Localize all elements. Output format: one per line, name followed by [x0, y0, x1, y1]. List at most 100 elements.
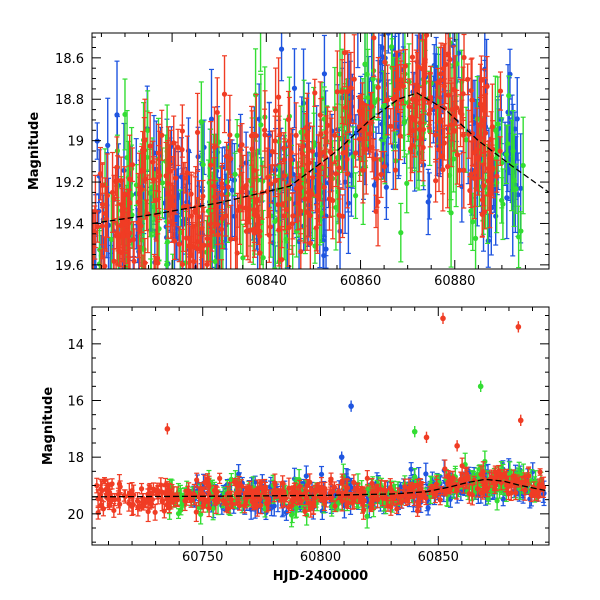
- data-point: [444, 163, 451, 170]
- data-point: [336, 212, 342, 218]
- data-point: [414, 82, 420, 88]
- data-point: [461, 167, 467, 173]
- data-point: [155, 260, 161, 266]
- data-point: [137, 282, 142, 287]
- data-point: [175, 144, 181, 151]
- data-point: [293, 132, 299, 138]
- data-point: [520, 162, 526, 169]
- data-point: [176, 241, 182, 247]
- data-point: [318, 471, 325, 477]
- data-point: [510, 148, 516, 154]
- data-point: [198, 119, 204, 125]
- data-point: [92, 228, 96, 234]
- data-point: [371, 35, 377, 41]
- data-point: [214, 109, 220, 116]
- data-point: [159, 180, 165, 186]
- data-point: [327, 148, 333, 155]
- data-point: [342, 50, 348, 56]
- data-point: [514, 116, 520, 122]
- data-point: [482, 130, 489, 136]
- data-point: [234, 132, 240, 139]
- data-point: [267, 224, 273, 230]
- data-point: [471, 150, 477, 156]
- data-point: [381, 164, 388, 170]
- data-point: [506, 93, 512, 99]
- data-point: [147, 143, 153, 149]
- data-point: [352, 193, 359, 199]
- data-point: [362, 61, 368, 67]
- data-point: [378, 171, 384, 178]
- data-point: [408, 466, 414, 472]
- data-point: [227, 155, 234, 162]
- data-point: [471, 175, 478, 181]
- data-point: [302, 196, 308, 202]
- data-point: [394, 77, 400, 84]
- data-point: [131, 275, 136, 280]
- data-point: [360, 167, 366, 173]
- data-point: [252, 479, 258, 485]
- data-point: [108, 269, 113, 274]
- data-point: [100, 293, 105, 298]
- data-point: [445, 1, 450, 6]
- data-point: [478, 77, 484, 83]
- data-point: [290, 274, 295, 279]
- data-point: [371, 156, 377, 162]
- data-point: [268, 181, 274, 187]
- data-point: [142, 176, 148, 182]
- data-point: [367, 131, 373, 137]
- y-tick-label: 19.4: [55, 217, 84, 232]
- data-point: [126, 278, 131, 283]
- data-point: [351, 76, 357, 82]
- data-point: [99, 223, 105, 229]
- data-point: [500, 201, 506, 207]
- data-point: [449, 106, 455, 113]
- data-point: [472, 235, 479, 241]
- data-point: [373, 208, 379, 214]
- data-point: [497, 148, 503, 154]
- data-point: [276, 227, 282, 233]
- data-point: [375, 199, 381, 205]
- data-point: [395, 85, 401, 92]
- data-point: [468, 208, 474, 214]
- data-point: [219, 215, 225, 222]
- data-point: [489, 124, 495, 130]
- y-tick-label: 19: [67, 135, 84, 150]
- data-point: [469, 130, 475, 137]
- data-point: [516, 234, 522, 240]
- x-tick-label: 60840: [246, 274, 287, 289]
- data-point: [487, 191, 493, 197]
- data-point: [264, 188, 270, 195]
- data-point: [278, 46, 285, 52]
- data-point: [303, 125, 309, 131]
- data-point: [109, 189, 116, 196]
- top-panel: 60820 60840 60860 60880 18.6 18.8 19 19.2 19.4 19…: [27, 1, 550, 298]
- data-point: [256, 233, 263, 239]
- data-point: [279, 201, 285, 208]
- data-point: [188, 191, 194, 197]
- data-point: [493, 213, 499, 219]
- data-point: [207, 221, 214, 227]
- data-point: [127, 176, 133, 182]
- data-point: [218, 280, 223, 285]
- data-point: [420, 126, 427, 133]
- data-point: [201, 144, 207, 150]
- bottom-data-points: [94, 312, 547, 529]
- data-point: [275, 94, 282, 100]
- data-point: [156, 174, 162, 180]
- data-point: [384, 97, 391, 103]
- data-point: [390, 96, 396, 102]
- data-point: [326, 196, 333, 202]
- data-point: [248, 133, 255, 139]
- data-point: [286, 225, 292, 231]
- data-point: [433, 178, 439, 184]
- data-point: [438, 77, 444, 84]
- x-tick-label: 60820: [151, 274, 192, 289]
- data-point: [120, 277, 125, 282]
- data-point: [108, 236, 114, 242]
- data-point: [223, 213, 229, 219]
- data-point: [124, 155, 130, 161]
- data-point: [221, 91, 228, 97]
- data-point: [277, 131, 283, 138]
- data-point: [278, 257, 285, 263]
- data-point: [480, 117, 486, 123]
